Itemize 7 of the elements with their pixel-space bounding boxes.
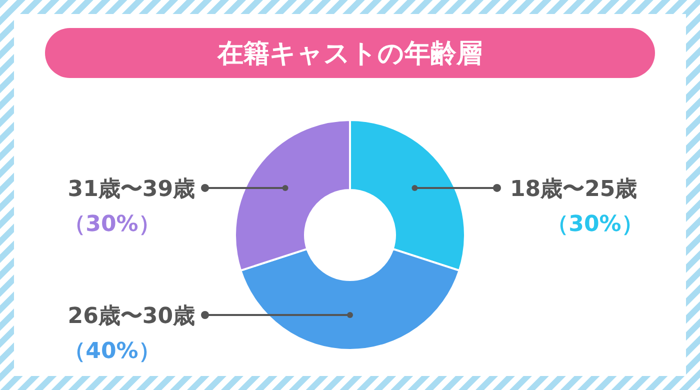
data-label: （40%） — [64, 339, 160, 364]
chart-title: 在籍キャストの年齢層 — [216, 39, 482, 69]
slice-label: 18歳〜25歳 — [510, 176, 638, 202]
slice-label: 26歳〜30歳 — [68, 304, 195, 329]
data-label: （30%） — [546, 212, 644, 237]
slice-label: 31歳〜39歳 — [68, 176, 195, 202]
data-label: （30%） — [64, 212, 160, 237]
